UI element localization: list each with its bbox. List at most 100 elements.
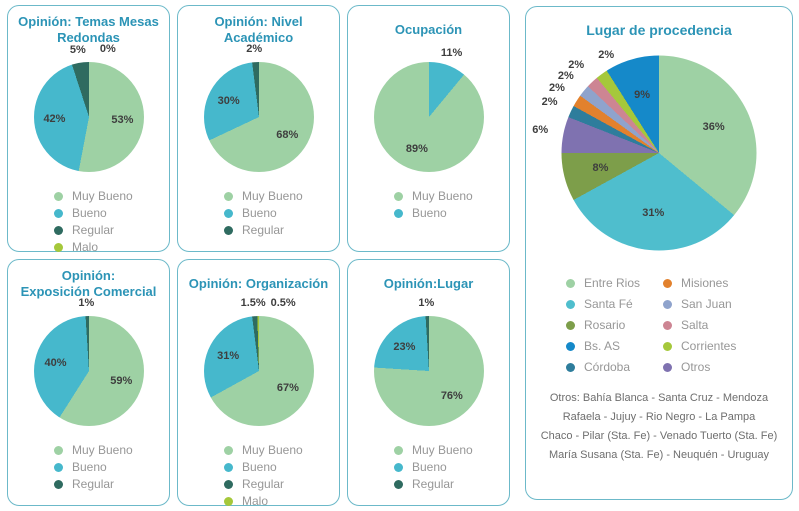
legend-color-dot bbox=[566, 299, 575, 309]
legend-item: Regular bbox=[224, 224, 339, 236]
legend-label: Muy Bueno bbox=[242, 443, 303, 457]
legend-item: Córdoba bbox=[566, 361, 663, 373]
legend: Muy Bueno Bueno Regular Malo bbox=[54, 190, 169, 253]
legend-item: Bueno bbox=[394, 207, 509, 219]
pie-chart-opinion-lugar: 76% 23% 1% bbox=[348, 297, 509, 440]
legend-label: Corrientes bbox=[681, 339, 737, 353]
pie-slice-label: 2% bbox=[246, 42, 263, 55]
legend-label: Bueno bbox=[242, 206, 277, 220]
card-opinion-temas-mesas-redondas: Opinión: Temas Mesas Redondas 53% 42% 5% 0%… bbox=[7, 5, 170, 253]
legend-color-dot bbox=[663, 320, 672, 330]
legend-label: Regular bbox=[72, 477, 115, 491]
legend-item: Muy Bueno bbox=[54, 444, 169, 456]
card-opinion-lugar: Opinión:Lugar 76% 23% 1% Muy Bueno Bueno Reg… bbox=[347, 259, 510, 506]
chart-title: Opinión: Exposición Comercial bbox=[20, 268, 157, 299]
legend-item: Regular bbox=[54, 478, 169, 490]
legend-label: Muy Bueno bbox=[412, 189, 473, 203]
legend-label: Bs. AS bbox=[584, 339, 621, 353]
legend-label: San Juan bbox=[681, 297, 732, 311]
pie bbox=[33, 62, 144, 172]
legend-item: Regular bbox=[394, 478, 509, 490]
legend-item: Otros bbox=[663, 361, 760, 373]
legend-label: Bueno bbox=[412, 206, 447, 220]
legend-label: Regular bbox=[242, 477, 285, 491]
legend-label: Otros bbox=[681, 360, 711, 374]
legend-item: Santa Fé bbox=[566, 298, 663, 310]
pie-chart-temas-mesas-redondas: 53% 42% 5% 0% bbox=[8, 43, 169, 186]
legend-color-dot bbox=[663, 341, 672, 351]
legend-item: Bueno bbox=[54, 461, 169, 473]
pie-slice-label: 1.5% bbox=[240, 297, 266, 309]
legend-label: Bueno bbox=[242, 460, 277, 474]
pie-slice-label: 8% bbox=[592, 162, 609, 175]
pie-slice-label: 67% bbox=[276, 382, 299, 395]
legend-color-dot bbox=[394, 462, 403, 472]
note-line: Chaco - Pilar (Sta. Fe) - Venado Tuerto … bbox=[540, 430, 778, 442]
legend-item: Regular bbox=[54, 224, 169, 236]
legend-color-dot bbox=[224, 479, 233, 489]
legend-color-dot bbox=[663, 299, 672, 309]
legend-label: Salta bbox=[681, 318, 709, 332]
card-lugar-de-procedencia: Lugar de procedencia 36% 31% 8% 6% 2% 2% 2% 2% 2… bbox=[525, 6, 793, 500]
legend-label: Muy Bueno bbox=[72, 443, 133, 457]
legend-label: Córdoba bbox=[584, 360, 631, 374]
legend-color-dot bbox=[394, 445, 403, 455]
legend-item: Corrientes bbox=[663, 340, 760, 352]
note-line: Otros: Bahía Blanca - Santa Cruz - Mendo… bbox=[549, 392, 769, 404]
legend-color-dot bbox=[224, 496, 233, 506]
pie-slice-label: 11% bbox=[440, 46, 463, 59]
legend: Entre Rios Santa Fé Rosario Bs. AS Córdoba M… bbox=[566, 277, 792, 373]
pie-slice-label: 59% bbox=[110, 374, 133, 387]
legend-item: Malo bbox=[54, 241, 169, 253]
pie-slice-label: 42% bbox=[43, 113, 66, 126]
pie-slice-label: 2% bbox=[541, 95, 558, 108]
chart-title: Opinión: Organización bbox=[188, 276, 329, 291]
card-opinion-nivel-academico: Opinión: Nivel Académico 68% 30% 2% Muy Bu… bbox=[177, 5, 340, 252]
pie-chart-lugar-de-procedencia: 36% 31% 8% 6% 2% 2% 2% 2% 2% 9% bbox=[526, 41, 792, 265]
legend-item: Bueno bbox=[224, 461, 339, 473]
legend-color-dot bbox=[54, 462, 63, 472]
pie bbox=[203, 316, 314, 426]
pie-slice-label: 68% bbox=[276, 129, 299, 142]
legend: Muy Bueno Bueno Regular bbox=[54, 444, 169, 490]
legend-item: Entre Rios bbox=[566, 277, 663, 289]
legend-color-dot bbox=[54, 479, 63, 489]
legend-label: Santa Fé bbox=[584, 297, 633, 311]
legend-label: Bueno bbox=[412, 460, 447, 474]
legend-column-2: Misiones San Juan Salta Corrientes Otros bbox=[663, 277, 760, 373]
legend-color-dot bbox=[224, 445, 233, 455]
legend-color-dot bbox=[54, 225, 63, 235]
legend-color-dot bbox=[54, 242, 63, 252]
pie-slice-label: 76% bbox=[440, 389, 463, 402]
pie-slice-label: 23% bbox=[393, 340, 416, 353]
legend-color-dot bbox=[566, 278, 575, 288]
pie bbox=[203, 62, 314, 172]
legend-label: Bueno bbox=[72, 206, 107, 220]
card-ocupacion: Ocupación 11% 89% Muy Bueno Bueno bbox=[347, 5, 510, 252]
legend-column-1: Entre Rios Santa Fé Rosario Bs. AS Córdoba bbox=[566, 277, 663, 373]
legend-label: Misiones bbox=[681, 276, 729, 290]
pie-chart-organizacion: 67% 31% 1.5% 0.5% bbox=[178, 297, 339, 440]
pie-slice-label: 36% bbox=[702, 121, 725, 134]
pie-slice-label: 9% bbox=[634, 88, 651, 101]
pie-slice-label: 6% bbox=[532, 124, 549, 137]
legend-color-dot bbox=[566, 341, 575, 351]
chart-title: Opinión: Temas Mesas Redondas bbox=[18, 14, 159, 45]
legend-item: Muy Bueno bbox=[394, 444, 509, 456]
legend-item: Muy Bueno bbox=[394, 190, 509, 202]
pie-slice-label: 30% bbox=[217, 94, 240, 107]
legend-item: Muy Bueno bbox=[224, 190, 339, 202]
legend-item: Malo bbox=[224, 495, 339, 507]
legend: Muy Bueno Bueno bbox=[394, 190, 509, 219]
pie-slice-label: 31% bbox=[642, 207, 665, 220]
legend-item: Bueno bbox=[394, 461, 509, 473]
legend-color-dot bbox=[566, 320, 575, 330]
legend-color-dot bbox=[394, 191, 403, 201]
chart-title: Ocupación bbox=[394, 22, 463, 37]
pie-slice-label: 89% bbox=[405, 143, 428, 156]
pie bbox=[561, 55, 757, 251]
chart-title: Opinión: Nivel Académico bbox=[214, 14, 303, 45]
legend-label: Muy Bueno bbox=[72, 189, 133, 203]
legend-color-dot bbox=[663, 278, 672, 288]
pie-slice-label: 0% bbox=[99, 42, 116, 55]
